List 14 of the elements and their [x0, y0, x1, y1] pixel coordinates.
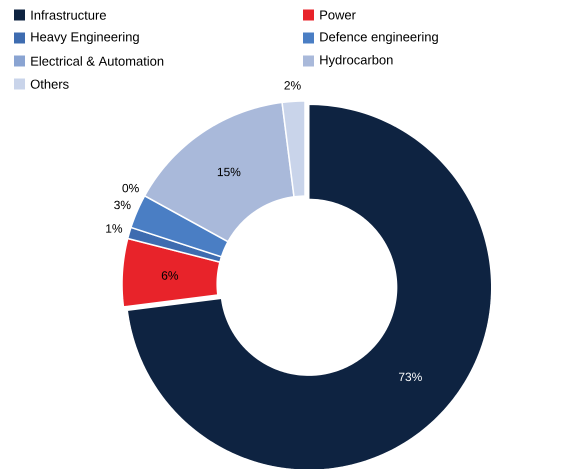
data-label: 3% [114, 200, 131, 210]
legend-label: Heavy Engineering [31, 32, 139, 44]
data-label: 2% [284, 81, 301, 90]
data-label: 15% [218, 168, 240, 176]
text: 0% [122, 184, 139, 192]
legend-label: Defence engineering [320, 32, 438, 44]
legend-label: Electrical & Automation [31, 56, 164, 66]
data-label: 1% [106, 224, 122, 233]
legend-label: Hydrocarbon [320, 54, 392, 68]
legend-label: Power [320, 10, 356, 20]
data-label: 73% [398, 372, 422, 382]
legend-label: Others [30, 79, 69, 89]
data-label: 6% [162, 271, 178, 280]
legend-label: Infrastructure [31, 10, 106, 20]
